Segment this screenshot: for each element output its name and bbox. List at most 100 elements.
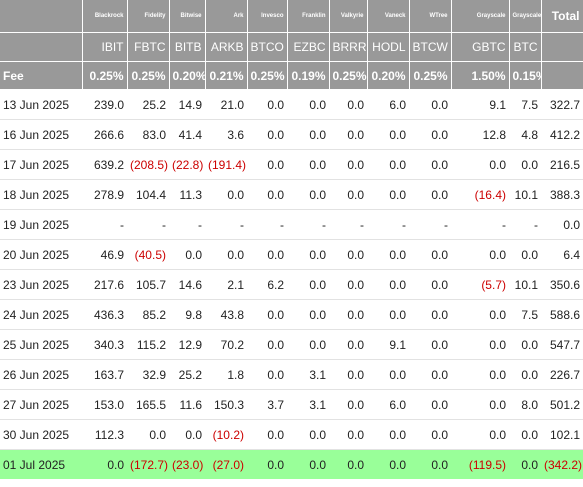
- corner-cell: [0, 0, 83, 33]
- flow-value-cell: 0.0: [287, 449, 329, 479]
- table-header: Blackrock Fidelity Bitwise Ark Invesco Frankl…: [0, 0, 583, 90]
- flow-value-cell: 0.0: [329, 149, 367, 180]
- flow-value-cell: 8.0: [509, 389, 541, 420]
- total-fee-cell: [541, 61, 583, 90]
- flow-value-cell: 0.0: [329, 89, 367, 120]
- flow-value-cell: 0.0: [247, 179, 287, 210]
- flow-value-cell: 0.0: [409, 299, 451, 330]
- total-cell: 0.0: [541, 209, 583, 240]
- flow-value-cell: 0.0: [367, 239, 409, 270]
- total-cell: 216.5: [541, 149, 583, 180]
- flow-value-cell: 165.5: [127, 389, 169, 420]
- table-row: 30 Jun 2025 112.3 0.0 0.0 (10.2) 0.0 0.0 0.0 0.0…: [0, 419, 583, 450]
- flow-value-cell: 639.2: [82, 149, 127, 180]
- flow-value-cell: (172.7): [127, 449, 169, 479]
- flow-value-cell: 3.7: [247, 389, 287, 420]
- flow-value-cell: -: [287, 209, 329, 240]
- flow-value-cell: 0.0: [409, 239, 451, 270]
- flow-value-cell: (16.4): [451, 179, 509, 210]
- flow-value-cell: 7.5: [509, 89, 541, 120]
- flow-value-cell: -: [409, 209, 451, 240]
- fee-value: 0.25%: [127, 61, 170, 90]
- date-cell: 18 Jun 2025: [0, 179, 82, 210]
- flow-value-cell: -: [127, 209, 169, 240]
- flow-value-cell: 0.0: [451, 359, 509, 390]
- date-cell: 13 Jun 2025: [0, 89, 82, 120]
- date-cell: 27 Jun 2025: [0, 389, 82, 420]
- flow-value-cell: 0.0: [329, 449, 367, 479]
- flow-value-cell: 0.0: [169, 419, 205, 450]
- flow-value-cell: 266.6: [82, 119, 127, 150]
- flow-value-cell: 0.0: [367, 119, 409, 150]
- flow-value-cell: 46.9: [82, 239, 127, 270]
- fee-value: 0.25%: [247, 61, 288, 90]
- flow-value-cell: (208.5): [127, 149, 169, 180]
- ticker-symbol: BITB: [169, 32, 206, 62]
- total-cell: 226.7: [541, 359, 583, 390]
- flow-value-cell: 0.0: [451, 239, 509, 270]
- flow-value-cell: 83.0: [127, 119, 169, 150]
- flow-value-cell: 0.0: [287, 419, 329, 450]
- total-cell: (342.2): [541, 449, 583, 479]
- flow-value-cell: 0.0: [509, 239, 541, 270]
- total-cell: 501.2: [541, 389, 583, 420]
- flow-value-cell: 239.0: [82, 89, 127, 120]
- flow-value-cell: 112.3: [82, 419, 127, 450]
- flow-value-cell: (5.7): [451, 269, 509, 300]
- flow-value-cell: 0.0: [409, 149, 451, 180]
- fee-value: 0.25%: [409, 61, 452, 90]
- flow-value-cell: 14.6: [169, 269, 205, 300]
- flow-value-cell: 0.0: [329, 239, 367, 270]
- flow-value-cell: 4.8: [509, 119, 541, 150]
- flow-value-cell: 217.6: [82, 269, 127, 300]
- issuer-name: Grayscale: [451, 0, 510, 33]
- fee-value: 0.21%: [205, 61, 248, 90]
- flow-value-cell: 0.0: [329, 269, 367, 300]
- issuer-name: Invesco: [247, 0, 288, 33]
- date-cell: 20 Jun 2025: [0, 239, 82, 270]
- ticker-symbol: BTCO: [247, 32, 288, 62]
- flow-value-cell: 0.0: [367, 449, 409, 479]
- flow-value-cell: 0.0: [329, 119, 367, 150]
- flow-value-cell: 0.0: [287, 269, 329, 300]
- total-cell: 388.3: [541, 179, 583, 210]
- flow-value-cell: 163.7: [82, 359, 127, 390]
- ticker-symbol: BRRR: [329, 32, 368, 62]
- flow-value-cell: 25.2: [169, 359, 205, 390]
- flow-value-cell: 104.4: [127, 179, 169, 210]
- flow-value-cell: 32.9: [127, 359, 169, 390]
- flow-value-cell: 10.1: [509, 269, 541, 300]
- flow-value-cell: 0.0: [409, 89, 451, 120]
- flow-value-cell: 9.8: [169, 299, 205, 330]
- flow-value-cell: 0.0: [287, 299, 329, 330]
- flow-value-cell: 0.0: [247, 449, 287, 479]
- total-cell: 412.2: [541, 119, 583, 150]
- ticker-symbol: BTC: [509, 32, 542, 62]
- issuer-name: WTree: [409, 0, 452, 33]
- flow-value-cell: 0.0: [509, 329, 541, 360]
- flow-value-cell: 0.0: [329, 359, 367, 390]
- table-row: 13 Jun 2025 239.0 25.2 14.9 21.0 0.0 0.0 0.0 6.0…: [0, 89, 583, 120]
- flow-value-cell: 0.0: [127, 419, 169, 450]
- flow-value-cell: 0.0: [205, 179, 247, 210]
- flow-value-cell: 0.0: [451, 299, 509, 330]
- flow-value-cell: 25.2: [127, 89, 169, 120]
- table-row: 19 Jun 2025- - - - - - - - - - -0.0: [0, 209, 583, 240]
- flow-value-cell: 21.0: [205, 89, 247, 120]
- total-cell: 322.7: [541, 89, 583, 120]
- fee-value: 1.50%: [451, 61, 510, 90]
- flow-value-cell: 3.1: [287, 389, 329, 420]
- flow-value-cell: 11.6: [169, 389, 205, 420]
- issuer-name: Bitwise: [169, 0, 206, 33]
- flow-value-cell: 0.0: [329, 299, 367, 330]
- flow-value-cell: 0.0: [367, 269, 409, 300]
- issuer-row: Blackrock Fidelity Bitwise Ark Invesco Frankl…: [0, 0, 583, 33]
- table-row: 20 Jun 2025 46.9 (40.5) 0.0 0.0 0.0 0.0 0.0 0.0 0…: [0, 239, 583, 270]
- flow-value-cell: -: [247, 209, 287, 240]
- flow-value-cell: 0.0: [509, 419, 541, 450]
- flow-value-cell: 0.0: [247, 89, 287, 120]
- flow-value-cell: 6.2: [247, 269, 287, 300]
- flow-value-cell: 0.0: [247, 359, 287, 390]
- flow-value-cell: 150.3: [205, 389, 247, 420]
